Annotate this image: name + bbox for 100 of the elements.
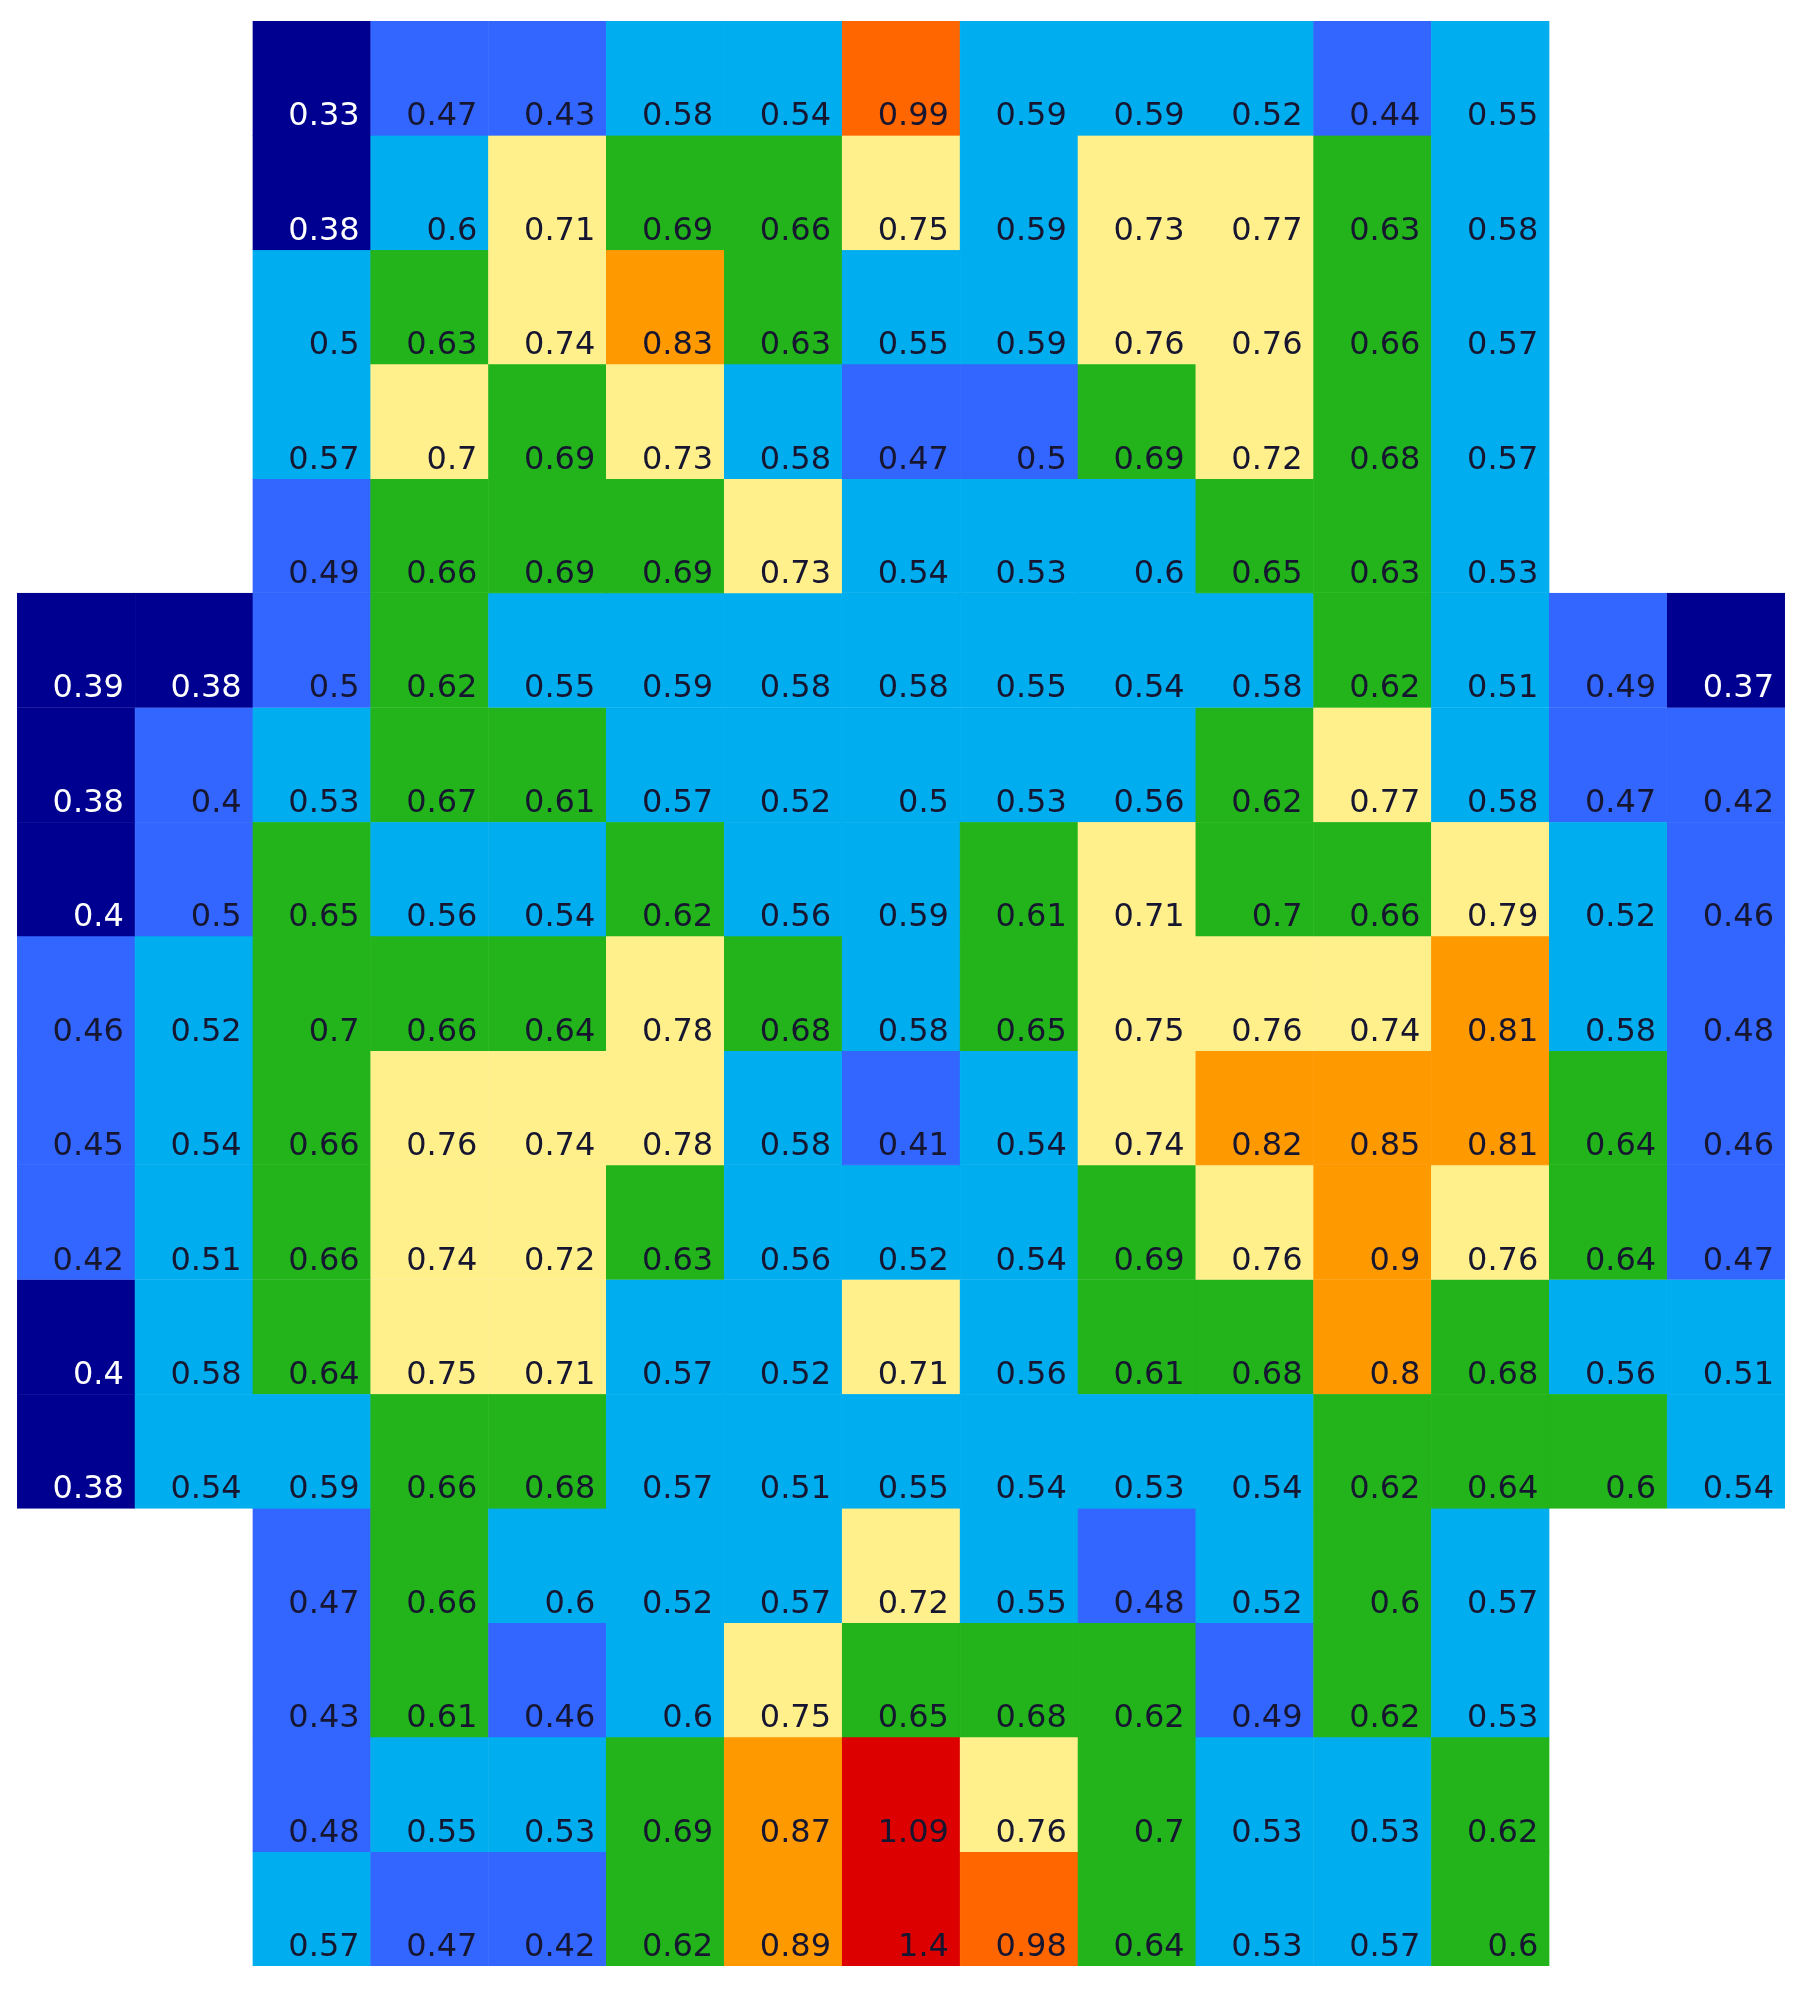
data-label: 0.62	[1349, 667, 1421, 706]
data-label: 0.53	[1467, 1697, 1539, 1736]
data-label: 0.61	[524, 781, 596, 820]
data-label: 0.55	[1467, 95, 1539, 134]
data-label: 0.46	[1702, 896, 1774, 935]
data-label: 0.58	[170, 1353, 242, 1392]
data-label: 0.77	[1349, 781, 1421, 820]
data-label: 1.4	[898, 1926, 949, 1964]
data-label: 0.59	[1113, 95, 1185, 134]
data-label: 0.41	[877, 1125, 949, 1164]
data-label: 0.54	[1702, 1468, 1774, 1507]
data-label: 0.75	[759, 1697, 832, 1736]
data-label: 0.66	[759, 209, 832, 248]
data-label: 0.54	[759, 95, 832, 134]
data-label: 0.52	[1231, 95, 1303, 134]
data-label: 0.38	[288, 209, 360, 248]
data-label: 0.58	[759, 438, 832, 477]
data-label: 0.63	[1349, 553, 1421, 592]
data-label: 0.47	[406, 1926, 478, 1964]
data-label: 0.58	[877, 667, 949, 706]
data-label: 0.76	[1231, 324, 1303, 363]
data-label: 0.69	[524, 438, 596, 477]
data-label: 0.73	[759, 553, 832, 592]
data-label: 0.75	[406, 1353, 478, 1392]
data-label: 0.69	[1113, 438, 1185, 477]
data-label: 0.65	[995, 1010, 1067, 1049]
data-label: 1.09	[877, 1811, 949, 1850]
data-label: 0.56	[995, 1353, 1067, 1392]
data-label: 0.38	[170, 667, 242, 706]
data-label: 0.52	[641, 1582, 714, 1621]
data-label: 0.51	[1702, 1353, 1774, 1392]
data-label: 0.58	[759, 667, 832, 706]
data-label: 0.98	[995, 1926, 1067, 1964]
data-label: 0.59	[288, 1468, 360, 1507]
data-label: 0.54	[524, 896, 596, 935]
data-label: 0.6	[1605, 1468, 1657, 1507]
data-label: 0.63	[759, 324, 832, 363]
data-label: 0.6	[1487, 1926, 1539, 1964]
data-label: 0.62	[1349, 1468, 1421, 1507]
data-label: 0.53	[524, 1811, 596, 1850]
data-label: 0.46	[1702, 1125, 1774, 1164]
data-label: 0.54	[995, 1239, 1067, 1278]
data-label: 0.76	[1467, 1239, 1539, 1278]
data-label: 0.76	[1231, 1010, 1303, 1049]
data-label: 0.57	[1467, 438, 1539, 477]
data-label: 0.7	[1133, 1811, 1185, 1850]
data-label: 0.57	[1467, 324, 1539, 363]
data-label: 0.64	[1113, 1926, 1185, 1964]
data-label: 0.56	[1113, 781, 1185, 820]
data-label: 0.52	[170, 1010, 242, 1049]
data-label: 0.58	[1231, 667, 1303, 706]
data-label: 0.73	[1113, 209, 1185, 248]
data-label: 0.52	[1584, 896, 1657, 935]
data-label: 0.69	[641, 1811, 714, 1850]
data-label: 0.63	[406, 324, 478, 363]
data-label: 0.55	[995, 667, 1067, 706]
data-label: 0.5	[898, 781, 949, 820]
data-label: 0.55	[877, 1468, 949, 1507]
data-label: 0.68	[995, 1697, 1067, 1736]
data-label: 0.53	[288, 781, 360, 820]
data-label: 0.76	[995, 1811, 1067, 1850]
data-label: 0.47	[406, 95, 478, 134]
data-label: 0.51	[1467, 667, 1539, 706]
data-label: 0.64	[1467, 1468, 1539, 1507]
data-label: 0.55	[995, 1582, 1067, 1621]
data-label: 0.44	[1349, 95, 1421, 134]
data-label: 0.53	[1349, 1811, 1421, 1850]
data-label: 0.54	[170, 1125, 242, 1164]
data-label: 0.76	[406, 1125, 478, 1164]
data-label: 0.51	[759, 1468, 832, 1507]
data-label: 0.68	[524, 1468, 596, 1507]
data-label: 0.5	[308, 324, 360, 363]
data-label: 0.53	[1231, 1926, 1303, 1964]
data-label: 0.48	[1702, 1010, 1774, 1049]
data-label: 0.53	[1231, 1811, 1303, 1850]
data-label: 0.71	[877, 1353, 949, 1392]
data-label: 0.6	[544, 1582, 596, 1621]
data-label: 0.64	[288, 1353, 360, 1392]
data-label: 0.66	[1349, 896, 1421, 935]
data-label: 0.62	[1349, 1697, 1421, 1736]
data-label: 0.7	[308, 1010, 360, 1049]
data-label: 0.38	[52, 781, 124, 820]
data-label: 0.72	[1231, 438, 1303, 477]
data-label: 0.83	[641, 324, 714, 363]
data-label: 0.62	[641, 896, 714, 935]
data-label: 0.47	[877, 438, 949, 477]
data-label: 0.58	[759, 1125, 832, 1164]
data-label: 0.53	[995, 553, 1067, 592]
data-label: 0.59	[995, 209, 1067, 248]
data-label: 0.51	[170, 1239, 242, 1278]
data-label: 0.69	[1113, 1239, 1185, 1278]
data-label: 0.45	[52, 1125, 124, 1164]
data-label: 0.6	[1133, 553, 1185, 592]
data-label: 0.42	[1702, 781, 1774, 820]
data-label: 0.71	[524, 1353, 596, 1392]
data-label: 0.54	[995, 1125, 1067, 1164]
data-label: 0.63	[641, 1239, 714, 1278]
data-label: 0.62	[641, 1926, 714, 1964]
data-label: 0.33	[288, 95, 360, 134]
data-label: 0.9	[1369, 1239, 1421, 1278]
